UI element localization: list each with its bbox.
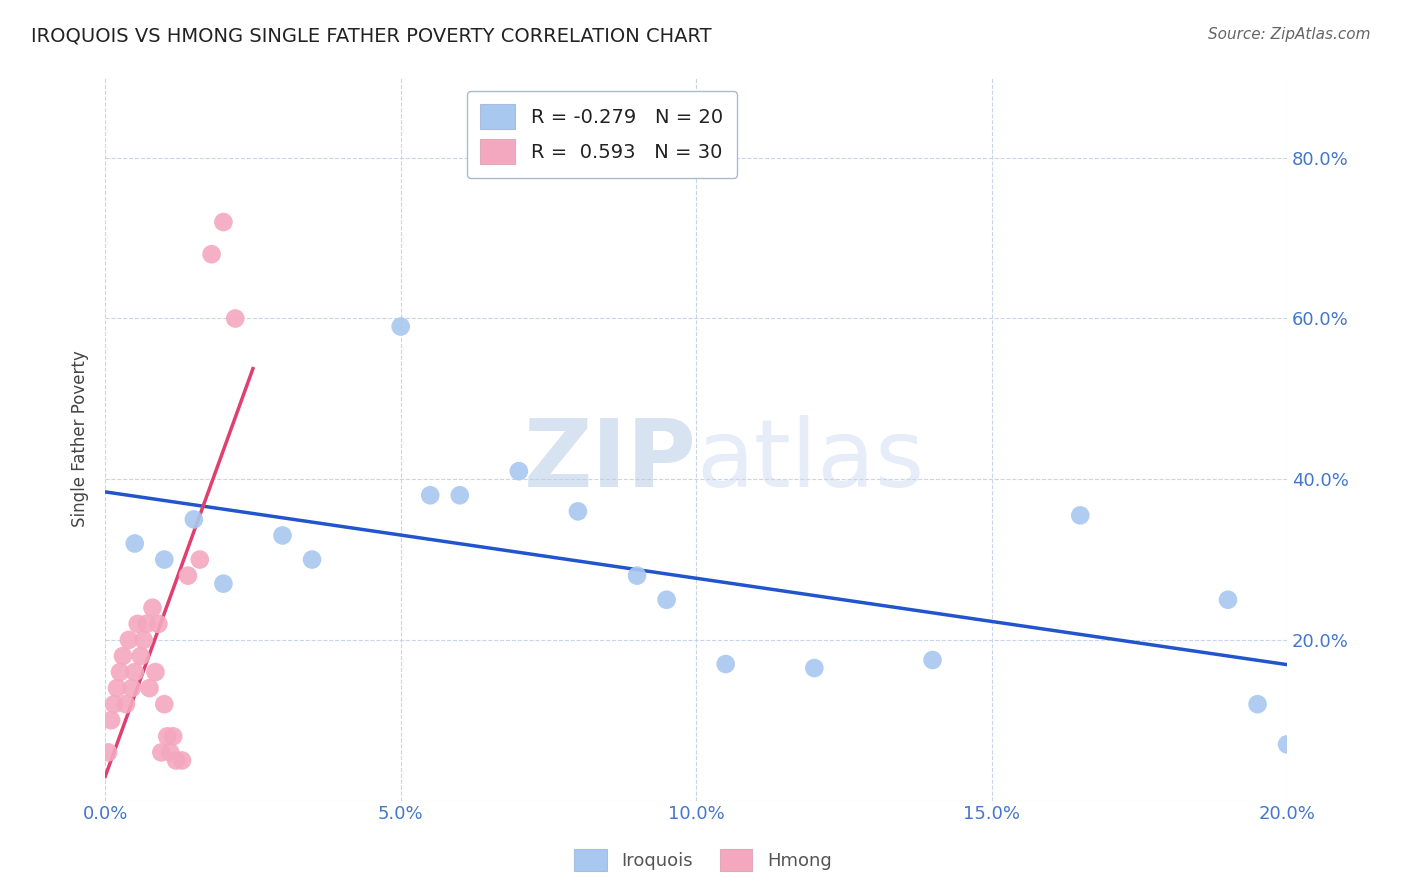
Point	[188, 552, 211, 566]
Point	[212, 576, 235, 591]
Point	[162, 729, 184, 743]
Point	[159, 746, 181, 760]
Point	[153, 552, 176, 566]
Point	[714, 657, 737, 671]
Point	[1275, 737, 1298, 751]
Point	[135, 616, 157, 631]
Point	[1069, 508, 1091, 523]
Point	[212, 215, 235, 229]
Point	[183, 512, 205, 526]
Point	[921, 653, 943, 667]
Point	[100, 713, 122, 727]
Y-axis label: Single Father Poverty: Single Father Poverty	[72, 351, 89, 527]
Point	[97, 746, 120, 760]
Text: IROQUOIS VS HMONG SINGLE FATHER POVERTY CORRELATION CHART: IROQUOIS VS HMONG SINGLE FATHER POVERTY …	[31, 27, 711, 45]
Point	[153, 697, 176, 711]
Legend: Iroquois, Hmong: Iroquois, Hmong	[567, 842, 839, 879]
Point	[165, 754, 187, 768]
Point	[449, 488, 471, 502]
Point	[108, 665, 131, 679]
Point	[103, 697, 125, 711]
Point	[127, 616, 149, 631]
Text: ZIP: ZIP	[523, 415, 696, 507]
Point	[121, 681, 143, 695]
Point	[1216, 592, 1239, 607]
Point	[170, 754, 193, 768]
Text: atlas: atlas	[696, 415, 924, 507]
Point	[626, 568, 648, 582]
Point	[1246, 697, 1268, 711]
Point	[150, 746, 173, 760]
Legend: R = -0.279   N = 20, R =  0.593   N = 30: R = -0.279 N = 20, R = 0.593 N = 30	[467, 91, 737, 178]
Point	[141, 600, 163, 615]
Point	[138, 681, 160, 695]
Point	[132, 632, 155, 647]
Point	[803, 661, 825, 675]
Point	[105, 681, 128, 695]
Point	[118, 632, 141, 647]
Point	[419, 488, 441, 502]
Point	[177, 568, 200, 582]
Point	[156, 729, 179, 743]
Point	[145, 665, 167, 679]
Point	[115, 697, 138, 711]
Point	[301, 552, 323, 566]
Point	[508, 464, 530, 478]
Point	[271, 528, 294, 542]
Point	[224, 311, 246, 326]
Point	[148, 616, 170, 631]
Point	[567, 504, 589, 518]
Point	[655, 592, 678, 607]
Point	[129, 648, 152, 663]
Point	[200, 247, 222, 261]
Point	[124, 536, 146, 550]
Text: Source: ZipAtlas.com: Source: ZipAtlas.com	[1208, 27, 1371, 42]
Point	[124, 665, 146, 679]
Point	[111, 648, 134, 663]
Point	[389, 319, 412, 334]
